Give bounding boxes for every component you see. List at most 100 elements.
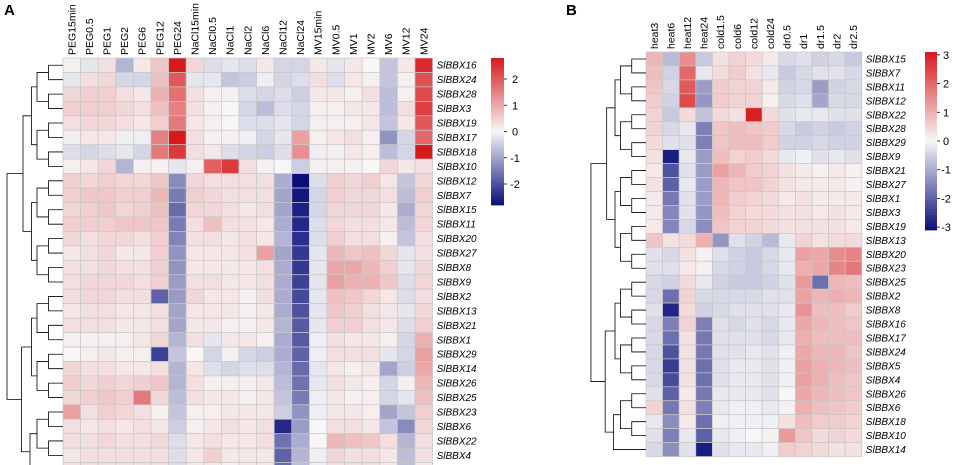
panel-a-heatmap-cell xyxy=(397,447,416,463)
panel-a-heatmap-cell xyxy=(62,231,81,247)
panel-a-heatmap-cell xyxy=(379,375,398,391)
panel-b-heatmap-cell xyxy=(645,121,663,137)
panel-a-heatmap-cell xyxy=(221,332,240,348)
panel-letter-b: B xyxy=(566,2,577,19)
panel-a-row-label: SlBBX6 xyxy=(437,422,472,433)
panel-a-row-label: SlBBX16 xyxy=(437,61,477,72)
panel-b-heatmap-cell xyxy=(745,316,763,332)
panel-a-heatmap-cell xyxy=(361,86,381,102)
panel-a-heatmap-cell xyxy=(256,418,275,435)
panel-b-heatmap-cell xyxy=(745,205,763,220)
panel-a-heatmap-cell xyxy=(414,462,433,465)
panel-a-heatmap-cell xyxy=(168,404,187,420)
panel-a-heatmap-cell xyxy=(62,129,81,146)
panel-b-heatmap-cell xyxy=(761,205,780,220)
panel-a-colorbar-tick-label: 0 xyxy=(512,127,518,139)
panel-b-heatmap-cell xyxy=(745,372,763,388)
panel-b-heatmap-cell xyxy=(695,302,713,318)
panel-b-heatmap-cell xyxy=(828,79,846,95)
panel-a-column-label: PEG0.5 xyxy=(84,18,96,55)
panel-b-colorbar-segment xyxy=(925,158,937,163)
panel-a-heatmap-cell xyxy=(185,375,205,391)
panel-a-heatmap-cell xyxy=(97,187,117,203)
panel-b-column-label: dr2 xyxy=(831,34,843,49)
panel-a-heatmap-cell xyxy=(397,346,416,362)
panel-a-heatmap-cell xyxy=(326,72,345,88)
panel-a-heatmap-cell xyxy=(168,216,187,232)
panel-a-heatmap-cell xyxy=(168,332,187,348)
panel-b-heatmap-cell xyxy=(695,219,713,234)
panel-a-heatmap-cell xyxy=(379,144,398,160)
panel-a-heatmap-cell xyxy=(133,332,152,348)
panel-a-column-label: PEG1 xyxy=(102,27,114,55)
panel-a-heatmap-cell xyxy=(256,216,275,232)
panel-a-heatmap-cell xyxy=(273,231,293,247)
panel-a-heatmap-cell xyxy=(379,303,398,319)
panel-b-dendrogram-branch-14 xyxy=(620,65,632,95)
panel-a-heatmap-cell xyxy=(203,100,222,117)
panel-b-heatmap-cell xyxy=(761,79,780,95)
panel-a-heatmap-cell xyxy=(291,332,310,348)
panel-b-heatmap-cell xyxy=(712,302,730,318)
panel-b-heatmap-cell xyxy=(828,288,846,304)
panel-b-heatmap-cell xyxy=(745,219,763,234)
panel-b-heatmap-cell xyxy=(761,246,780,262)
panel-b-heatmap-cell xyxy=(828,302,846,318)
panel-a-heatmap-cell xyxy=(326,346,345,362)
panel-b-heatmap-cell xyxy=(662,219,680,234)
panel-a-row-label: SlBBX29 xyxy=(437,350,477,361)
panel-a-heatmap-cell xyxy=(397,375,416,391)
panel-a-row-label: SlBBX9 xyxy=(437,277,472,288)
panel-a-heatmap-cell xyxy=(309,216,328,232)
panel-b-colorbar-segment xyxy=(925,114,937,118)
panel-a-heatmap-cell xyxy=(133,303,152,319)
panel-a-heatmap-cell xyxy=(115,187,134,203)
panel-b-heatmap-cell xyxy=(678,330,697,346)
panel-b-heatmap-cell xyxy=(828,219,846,234)
panel-a-heatmap-cell xyxy=(97,129,117,146)
panel-a-colorbar-segment xyxy=(491,75,504,78)
panel-a-heatmap-cell xyxy=(115,317,134,333)
panel-a-colorbar-segment xyxy=(491,138,504,142)
panel-b-column-label: dr0.5 xyxy=(782,25,794,49)
panel-b-colorbar-segment xyxy=(925,173,937,177)
panel-a-row-label: SlBBX3 xyxy=(437,104,472,115)
panel-b-heatmap-cell xyxy=(745,288,763,304)
panel-a-heatmap-cell xyxy=(238,173,257,189)
panel-b-heatmap-cell xyxy=(778,121,796,137)
panel-a-heatmap-cell xyxy=(256,332,275,348)
panel-b-heatmap-cell xyxy=(695,386,713,402)
panel-b-heatmap-cell xyxy=(712,358,730,374)
panel-b-colorbar-tick-label: 3 xyxy=(943,50,949,62)
panel-b-heatmap-cell xyxy=(662,177,680,192)
panel-a-row-label: SlBBX28 xyxy=(437,90,477,101)
panel-a-heatmap-cell xyxy=(97,317,117,333)
panel-a-colorbar-tick-label: -2 xyxy=(510,179,520,191)
panel-a-heatmap-cell xyxy=(203,72,222,88)
panel-a-column-label: MV24 xyxy=(418,27,430,55)
panel-b-row-label: SlBBX28 xyxy=(866,124,906,135)
panel-a-colorbar-segment xyxy=(491,65,504,69)
panel-b-heatmap-cell xyxy=(645,163,663,178)
panel-b-heatmap-cell xyxy=(678,219,697,234)
panel-a-heatmap-cell xyxy=(326,259,345,276)
panel-b-row-label: SlBBX9 xyxy=(866,152,901,163)
panel-a-heatmap-cell xyxy=(115,361,134,377)
panel-b-heatmap-cell xyxy=(712,191,730,206)
panel-a-heatmap-cell xyxy=(361,332,381,348)
panel-a-heatmap-cell xyxy=(168,57,187,73)
panel-b-heatmap-cell xyxy=(795,400,813,416)
panel-a-heatmap-cell xyxy=(291,462,310,465)
panel-b-heatmap-cell xyxy=(811,135,829,150)
panel-b-column-label: heat24 xyxy=(699,17,711,49)
panel-a-dendrogram-branch-11 xyxy=(48,382,63,398)
panel-b-dendrogram-branch-27 xyxy=(590,163,607,382)
panel-a-heatmap-cell xyxy=(273,115,293,131)
panel-a-heatmap-cell xyxy=(133,231,152,247)
panel-b-heatmap-cell xyxy=(678,191,697,206)
panel-b-colorbar-segment xyxy=(925,66,937,71)
panel-a-heatmap-cell xyxy=(256,346,275,362)
panel-b-heatmap-cell xyxy=(645,107,663,123)
panel-b-heatmap-cell xyxy=(678,442,697,457)
panel-b-heatmap-cell xyxy=(662,51,680,67)
